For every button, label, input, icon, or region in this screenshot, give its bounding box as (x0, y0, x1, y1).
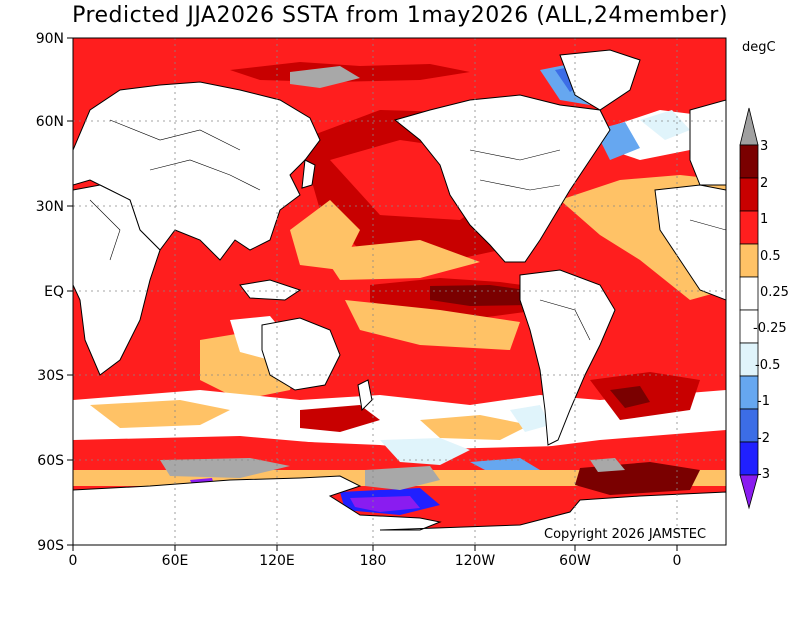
colorbar-segment (739, 144, 759, 179)
lon-tick-60w: 60W (559, 553, 591, 569)
lon-tick-0-east: 0 (673, 553, 682, 569)
maritime-continent (239, 279, 302, 301)
colorbar: 3 2 1 0.5 0.25 -0.25 -0.5 -1 -2 -3 (739, 107, 789, 510)
lat-tick-90n: 90N (36, 31, 64, 47)
latitude-labels: 90N 60N 30N EQ 30S 60S 90S (36, 31, 64, 554)
colorbar-label-neg-3: -3 (757, 467, 770, 482)
colorbar-segment (739, 441, 759, 476)
colorbar-segment (739, 210, 759, 245)
continents (73, 49, 726, 446)
colorbar-segment (739, 375, 759, 410)
lat-tick-60s: 60S (37, 453, 64, 469)
antarctic-sea-ice-west (160, 458, 290, 478)
africa-west (654, 184, 726, 301)
africa-east (73, 184, 161, 376)
colorbar-bottom-arrow (739, 474, 759, 510)
colorbar-label-2: 2 (760, 176, 768, 191)
south-america (519, 269, 616, 446)
lat-tick-eq: EQ (44, 284, 64, 300)
antarctic-sea-ice-weddell (590, 458, 625, 472)
arctic-sea-ice (290, 66, 360, 88)
north-america (393, 94, 611, 263)
colorbar-units: degC (742, 40, 776, 55)
colorbar-segment (739, 408, 759, 443)
graticule (73, 38, 726, 545)
longitude-labels: 0 60E 120E 180 120W 60W 0 (69, 553, 682, 569)
lon-tick-60e: 60E (162, 553, 189, 569)
lon-tick-120e: 120E (259, 553, 295, 569)
colorbar-label-neg-0-5: -0.5 (755, 358, 780, 373)
lon-tick-0: 0 (69, 553, 78, 569)
japan (301, 159, 316, 189)
australia (261, 317, 341, 391)
copyright-notice: Copyright 2026 JAMSTEC (540, 526, 711, 544)
lat-tick-90s: 90S (37, 538, 64, 554)
colorbar-segment (739, 243, 759, 278)
colorbar-label-0-25: 0.25 (760, 285, 789, 300)
colorbar-label-neg-1: -1 (757, 394, 770, 409)
new-zealand (357, 379, 373, 412)
colorbar-label-0-5: 0.5 (760, 249, 781, 264)
lon-tick-120w: 120W (455, 553, 496, 569)
greenland (559, 49, 641, 111)
colorbar-label-neg-2: -2 (757, 431, 770, 446)
sst-anomaly-field (73, 38, 726, 545)
colorbar-label-neg-0-25: -0.25 (753, 321, 787, 336)
colorbar-segment (739, 276, 759, 311)
lat-tick-30n: 30N (36, 199, 64, 215)
lon-tick-180: 180 (360, 553, 387, 569)
lat-tick-60n: 60N (36, 114, 64, 130)
colorbar-label-1: 1 (760, 212, 768, 227)
europe-west (689, 99, 726, 186)
country-borders (89, 119, 726, 341)
tick-marks (67, 37, 678, 551)
map-title: Predicted JJA2026 SSTA from 1may2026 (AL… (72, 3, 728, 28)
colorbar-label-3: 3 (760, 139, 768, 154)
lat-tick-30s: 30S (37, 368, 64, 384)
antarctic-sea-ice-ross (365, 466, 440, 490)
colorbar-segment (739, 177, 759, 212)
colorbar-top-arrow (739, 107, 759, 146)
